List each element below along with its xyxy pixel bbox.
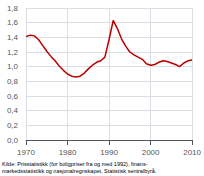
- svg-text:markedsstatistikk og nasjonalr: markedsstatistikk og nasjonalregnskapet,…: [2, 168, 157, 174]
- svg-text:1,8: 1,8: [7, 4, 19, 13]
- svg-text:0,6: 0,6: [7, 92, 19, 101]
- svg-text:0,8: 0,8: [7, 77, 19, 86]
- svg-text:1,6: 1,6: [7, 18, 19, 27]
- svg-text:1,0: 1,0: [7, 62, 19, 71]
- svg-text:0,2: 0,2: [7, 121, 19, 130]
- svg-text:0,0: 0,0: [7, 136, 19, 145]
- svg-text:1970: 1970: [17, 148, 35, 157]
- svg-text:0,4: 0,4: [7, 106, 19, 115]
- svg-text:1,4: 1,4: [7, 33, 19, 42]
- svg-text:1,2: 1,2: [7, 48, 19, 57]
- svg-text:1990: 1990: [100, 148, 118, 157]
- svg-text:Kilde: Prisstatistikk (for bol: Kilde: Prisstatistikk (for boligpriser f…: [2, 161, 148, 167]
- svg-text:2010: 2010: [183, 148, 201, 157]
- svg-text:2000: 2000: [142, 148, 160, 157]
- svg-text:1980: 1980: [59, 148, 77, 157]
